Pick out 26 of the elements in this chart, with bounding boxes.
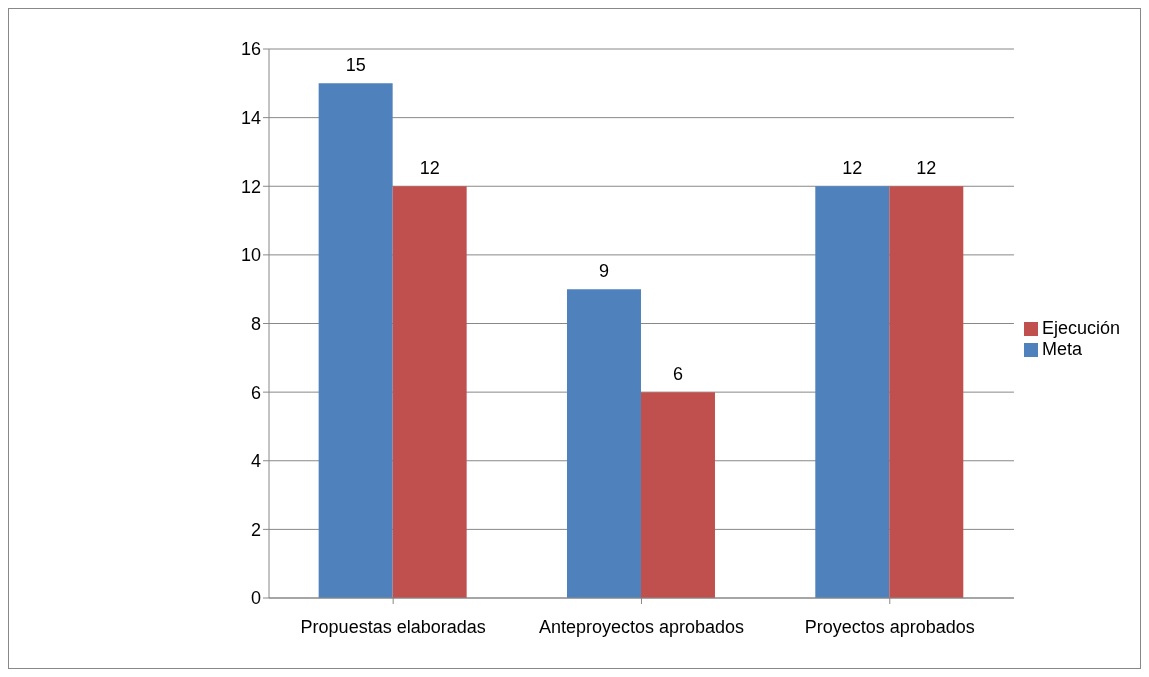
y-tick-label: 2 (250, 519, 261, 540)
x-tick-label: Proyectos aprobados (804, 616, 975, 637)
bar (566, 289, 641, 598)
y-tick-label: 4 (250, 451, 261, 472)
data-label: 12 (419, 158, 440, 179)
legend-label: Meta (1041, 338, 1082, 359)
x-tick-label: Propuestas elaboradas (300, 616, 486, 637)
y-tick-label: 0 (250, 588, 261, 609)
bar (318, 83, 393, 598)
bar (392, 186, 467, 598)
legend-label: Ejecución (1041, 317, 1120, 338)
data-label: 9 (598, 261, 609, 282)
x-tick-label: Anteproyectos aprobados (538, 616, 745, 637)
data-label: 12 (916, 158, 937, 179)
y-tick-label: 14 (240, 108, 261, 129)
y-tick-label: 10 (240, 245, 261, 266)
y-tick-label: 6 (250, 382, 261, 403)
y-tick-label: 16 (240, 39, 261, 60)
data-label: 6 (672, 364, 683, 385)
bar (889, 186, 964, 598)
bar (815, 186, 890, 598)
data-label: 15 (345, 55, 366, 76)
y-tick-label: 8 (250, 313, 261, 334)
y-tick-label: 12 (240, 176, 261, 197)
data-label: 12 (842, 158, 863, 179)
bar (640, 392, 715, 598)
